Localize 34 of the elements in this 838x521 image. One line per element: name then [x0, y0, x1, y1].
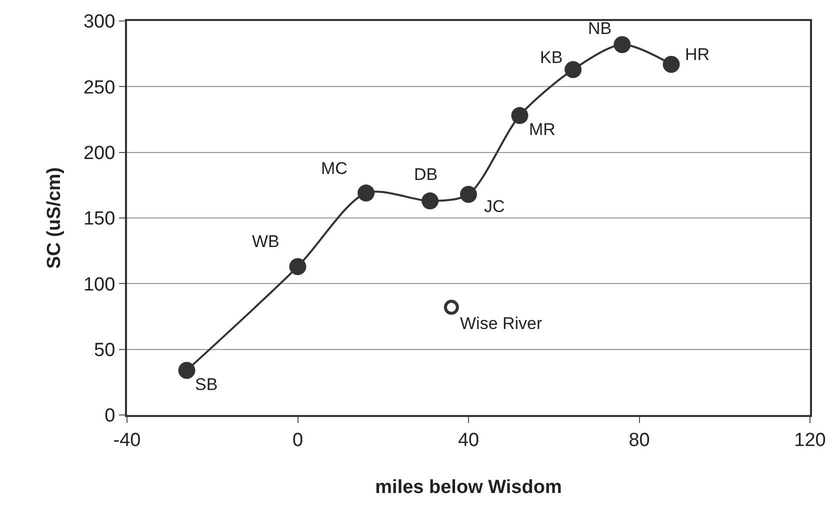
point: [358, 184, 375, 202]
point: [444, 300, 459, 315]
point: [178, 362, 196, 379]
point: [614, 36, 631, 54]
annotation: KB: [540, 48, 563, 67]
annotation: NB: [588, 19, 612, 38]
annotation: HR: [685, 45, 710, 64]
point: [289, 258, 306, 276]
y-axis-title: SC (uS/cm): [44, 167, 65, 269]
annotation: Wise River: [460, 314, 543, 333]
point: [460, 186, 477, 203]
y-tick-label: 50: [94, 340, 116, 361]
y-tick-label: 0: [104, 406, 116, 427]
point: [422, 192, 439, 210]
annotation: MR: [529, 120, 556, 139]
x-axis-title: miles below Wisdom: [375, 477, 562, 498]
annotation: DB: [414, 165, 438, 184]
x-tick-label: 0: [292, 430, 304, 451]
annotation: MC: [321, 159, 348, 178]
y-tick-label: 100: [83, 274, 116, 296]
x-tick-label: -40: [113, 430, 141, 451]
point: [511, 107, 528, 124]
y-tick-label: 250: [83, 77, 116, 98]
point: [662, 56, 680, 73]
y-tick-label: 150: [83, 208, 116, 230]
x-tick-label: 80: [628, 430, 650, 451]
annotation: SB: [195, 375, 218, 394]
x-tick-label: 40: [458, 430, 480, 451]
y-tick-label: 200: [83, 142, 116, 164]
point: [564, 61, 582, 78]
annotation: JC: [484, 197, 505, 216]
y-tick-label: 300: [83, 12, 116, 33]
x-tick-label: 120: [794, 430, 826, 451]
annotation: WB: [252, 232, 280, 251]
